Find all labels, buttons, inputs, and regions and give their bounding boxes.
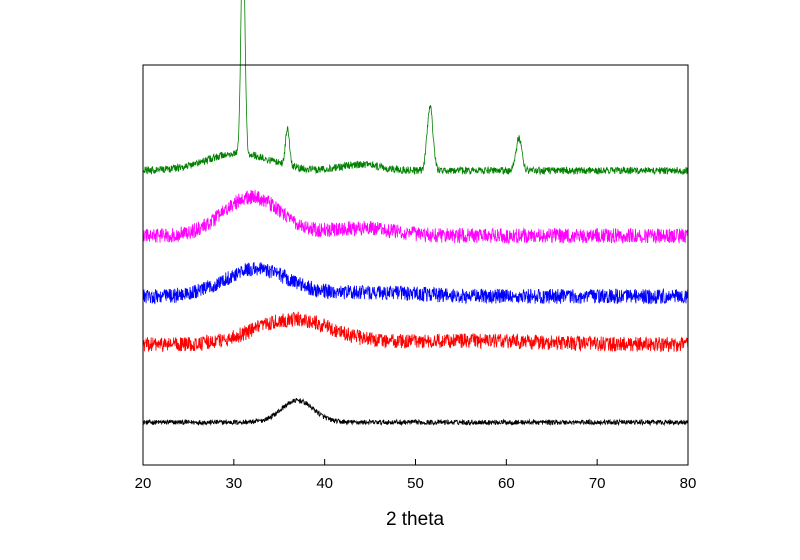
x-tick-label: 50	[407, 475, 424, 492]
series-layer	[142, 0, 689, 427]
series-line-1	[142, 311, 689, 353]
series-line-4	[142, 0, 689, 176]
x-tick-label: 30	[225, 475, 242, 492]
series-line-0	[142, 398, 689, 427]
x-tick-label: 40	[316, 475, 333, 492]
series-line-3	[142, 189, 689, 245]
x-tick-label: 70	[589, 475, 606, 492]
series-line-2	[142, 262, 689, 305]
x-axis-title: 2 theta	[386, 509, 445, 530]
x-tick-label: 60	[498, 475, 515, 492]
x-axis: 20 30 40 50 60 70 80	[135, 459, 697, 492]
x-tick-label: 80	[680, 475, 697, 492]
plot-frame	[142, 64, 689, 466]
x-tick-label: 20	[135, 475, 152, 492]
